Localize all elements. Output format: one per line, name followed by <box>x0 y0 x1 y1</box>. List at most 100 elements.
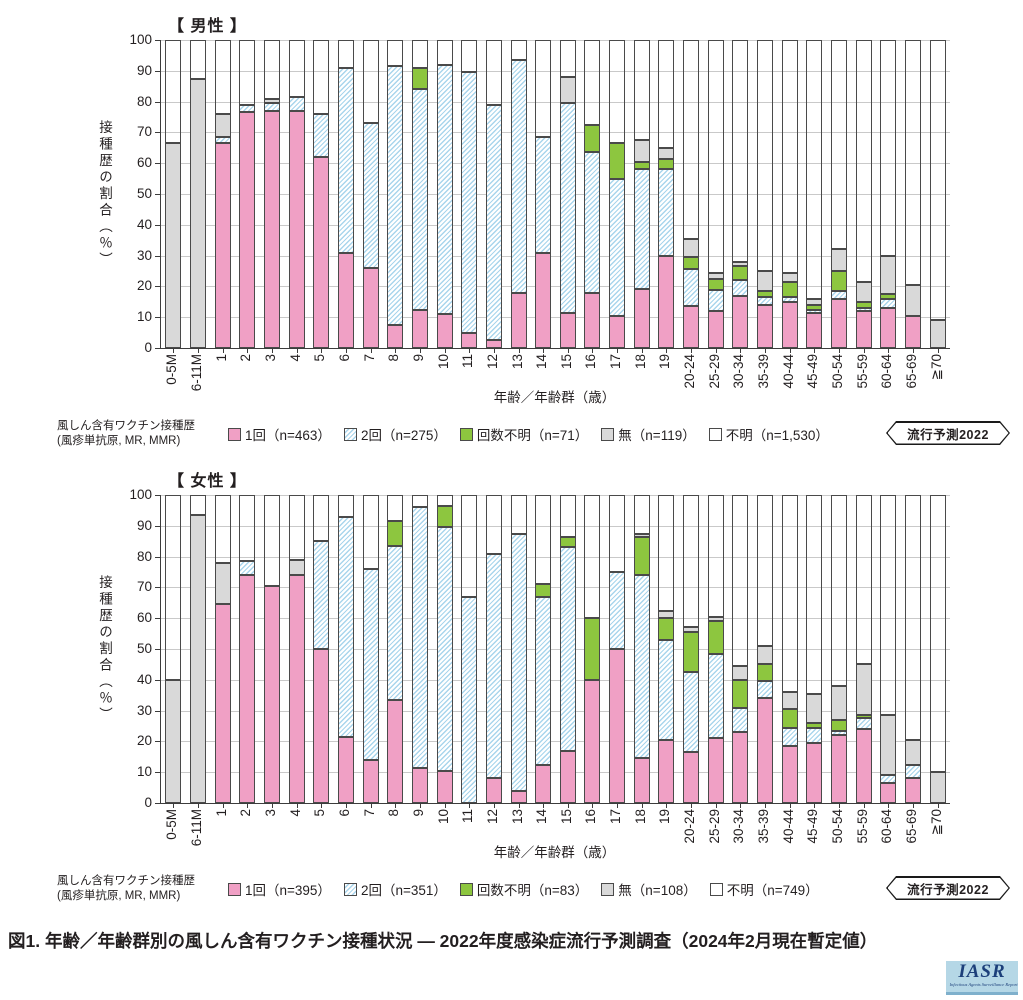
gridline-50 <box>161 194 950 195</box>
x-tick-label-55-59: 55-59 <box>854 809 870 844</box>
bar-segment-unknown <box>313 40 330 114</box>
legend-swatch-none <box>601 427 615 441</box>
bar-segment-dose2 <box>485 553 502 779</box>
x-tick-label-50-54: 50-54 <box>830 809 846 844</box>
bar-segment-none <box>806 693 823 723</box>
y-tick <box>155 679 161 681</box>
bar-segment-unknown <box>584 40 601 125</box>
y-tick-label-70: 70 <box>136 579 152 595</box>
bar-segment-dose2 <box>633 575 650 759</box>
legend-swatch-unknown <box>708 427 722 441</box>
bar-segment-dose2 <box>855 307 872 312</box>
bar-segment-none <box>905 739 922 765</box>
bar-5 <box>313 495 330 803</box>
bar-segment-count_unknown <box>559 536 576 548</box>
x-tick <box>641 804 643 808</box>
bar-segment-none <box>288 559 305 576</box>
x-tick <box>271 349 273 353</box>
bar-segment-unknown <box>362 495 379 569</box>
bar-segment-dose2 <box>831 730 848 736</box>
bar-segment-dose1 <box>707 311 724 348</box>
x-tick-label-20-24: 20-24 <box>682 354 698 389</box>
bar-segment-dose2 <box>436 64 453 315</box>
bar-segment-unknown <box>831 495 848 686</box>
bar-segment-none <box>683 627 700 633</box>
bar-segment-unknown <box>880 495 897 716</box>
bar-segment-count_unknown <box>806 722 823 728</box>
iasr-logo-bar <box>946 992 1018 995</box>
y-tick-label-30: 30 <box>136 702 152 718</box>
legend-item-dose2: 2回（n=351） <box>343 879 447 899</box>
x-tick <box>789 349 791 353</box>
bar-segment-dose2 <box>510 533 527 791</box>
bar-segment-dose1 <box>757 304 774 348</box>
bar-segment-none <box>189 78 206 348</box>
x-tick <box>567 804 569 808</box>
x-tick-label-55-59: 55-59 <box>854 354 870 389</box>
bar-18 <box>633 495 650 803</box>
bar-segment-none <box>559 76 576 104</box>
x-tick <box>469 804 471 808</box>
bar-segment-dose2 <box>732 280 749 296</box>
bar-18 <box>633 40 650 348</box>
x-tick-label-≧70: ≧70 <box>928 354 944 381</box>
x-tick <box>173 349 175 353</box>
x-tick-label-30-34: 30-34 <box>731 354 747 389</box>
bar-segment-none <box>831 686 848 720</box>
x-tick-label-15: 15 <box>558 354 574 370</box>
bar-segment-dose2 <box>880 298 897 308</box>
chart-title-male: 【 男性 】 <box>168 18 247 35</box>
legend-label-count_unknown: 回数不明（n=71） <box>476 428 589 443</box>
bar-segment-none <box>905 284 922 316</box>
bar-segment-dose2 <box>609 178 626 316</box>
x-tick <box>444 349 446 353</box>
bar-segment-count_unknown <box>584 618 601 680</box>
y-tick <box>155 286 161 288</box>
bar-segment-none <box>880 255 897 295</box>
bar-13 <box>510 495 527 803</box>
x-tick <box>592 349 594 353</box>
bar-segment-dose1 <box>362 759 379 803</box>
bar-segment-count_unknown <box>387 521 404 546</box>
x-tick <box>888 349 890 353</box>
x-tick-label-16: 16 <box>583 809 599 825</box>
x-tick-label-50-54: 50-54 <box>830 354 846 389</box>
bar-45-49 <box>806 40 823 348</box>
bar-11 <box>461 40 478 348</box>
bar-segment-unknown <box>732 495 749 666</box>
y-tick-label-0: 0 <box>144 340 152 355</box>
x-tick-label-25-29: 25-29 <box>706 809 722 844</box>
x-tick-label-65-69: 65-69 <box>904 354 920 389</box>
bar-segment-dose2 <box>781 727 798 747</box>
bar-segment-dose2 <box>485 104 502 341</box>
x-tick-label-65-69: 65-69 <box>904 809 920 844</box>
legend-label-none: 無（n=108） <box>618 883 697 898</box>
bar-segment-unknown <box>263 40 280 99</box>
bar-segment-unknown <box>683 40 700 239</box>
gridline-40 <box>161 679 950 681</box>
bar-segment-dose1 <box>387 699 404 803</box>
bar-segment-unknown <box>781 495 798 693</box>
y-tick <box>155 255 161 257</box>
legend-heading-line1: 風しん含有ワクチン接種歴 <box>57 420 195 432</box>
bar-segment-unknown <box>584 495 601 619</box>
x-tick <box>395 349 397 353</box>
bar-segment-unknown <box>510 40 527 61</box>
bar-segment-unknown <box>707 40 724 273</box>
x-tick <box>789 804 791 808</box>
bar-segment-dose1 <box>609 649 626 803</box>
legend-swatch-count_unknown <box>459 882 473 896</box>
y-tick-label-30: 30 <box>136 247 152 263</box>
bar-segment-none <box>806 298 823 305</box>
bar-segment-dose1 <box>880 782 897 803</box>
x-tick-label-16: 16 <box>583 354 599 370</box>
legend-swatch-dose2 <box>343 882 357 896</box>
y-tick <box>155 224 161 226</box>
bar-segment-unknown <box>806 495 823 694</box>
bar-segment-dose2 <box>806 727 823 743</box>
bar-40-44 <box>781 40 798 348</box>
bar-segment-count_unknown <box>855 301 872 308</box>
bar-segment-dose2 <box>535 596 552 765</box>
bar-segment-count_unknown <box>781 709 798 728</box>
bar-60-64 <box>880 495 897 803</box>
